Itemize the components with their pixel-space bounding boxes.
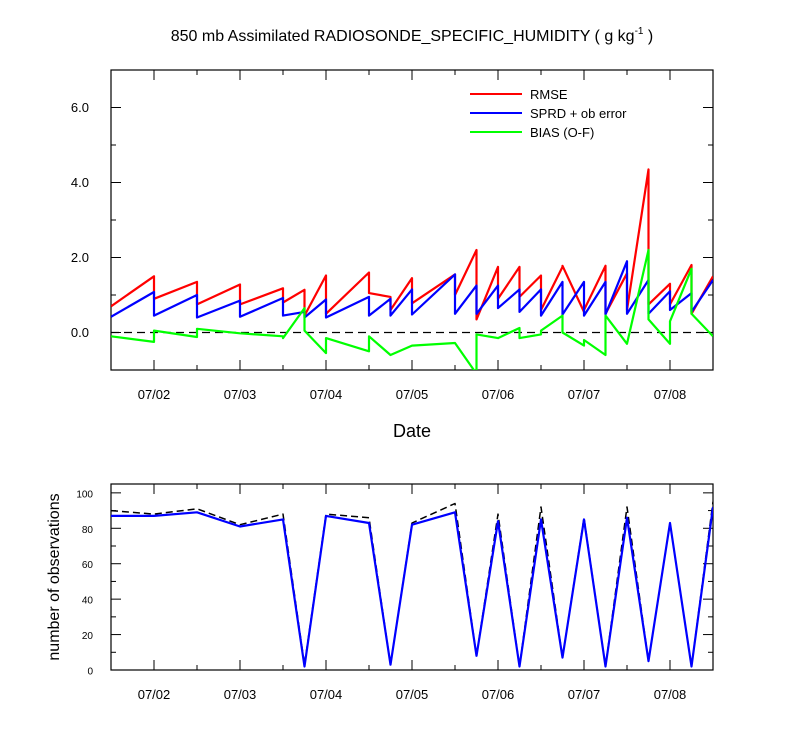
bottom-plot-frame xyxy=(110,483,714,671)
top-series-line-2 xyxy=(111,248,713,370)
top-series-line-1 xyxy=(111,260,713,319)
top-x-tick-label: 07/07 xyxy=(568,387,601,402)
bottom-x-tick-label: 07/05 xyxy=(396,687,429,702)
top-chart-title-tail: ) xyxy=(643,28,653,45)
bottom-chart-ylabel: number of observations xyxy=(46,493,63,660)
bottom-y-tick-label: 80 xyxy=(82,525,94,536)
bottom-y-tick-label: 40 xyxy=(82,596,94,607)
legend-label: RMSE xyxy=(530,87,568,102)
bottom-x-tick-label: 07/02 xyxy=(138,687,171,702)
top-x-tick-label: 07/03 xyxy=(224,387,257,402)
top-y-tick-label: 4.0 xyxy=(71,175,89,190)
top-x-tick-label: 07/05 xyxy=(396,387,429,402)
top-chart-series xyxy=(111,168,713,370)
bottom-y-tick-label: 60 xyxy=(82,560,94,571)
bottom-y-tick-label: 0 xyxy=(87,667,93,678)
bottom-x-tick-label: 07/03 xyxy=(224,687,257,702)
top-chart-axes: 07/02 07/03 07/04 07/05 07/06 07/07 07/08 0.0 2.… xyxy=(71,69,714,402)
bottom-x-tick-label: 07/04 xyxy=(310,687,343,702)
bottom-chart-axes: 07/02 07/03 07/04 07/05 07/06 07/07 07/08 0 20 40… xyxy=(76,483,714,702)
top-chart-title: 850 mb Assimilated RADIOSONDE_SPECIFIC_H… xyxy=(171,26,654,45)
top-chart-xlabel: Date xyxy=(393,421,431,441)
top-x-tick-label: 07/08 xyxy=(654,387,687,402)
top-y-tick-label: 0.0 xyxy=(71,325,89,340)
bottom-x-tick-label: 07/07 xyxy=(568,687,601,702)
top-x-tick-label: 07/02 xyxy=(138,387,171,402)
bottom-x-tick-label: 07/08 xyxy=(654,687,687,702)
bottom-chart-series xyxy=(111,501,713,668)
top-x-tick-label: 07/04 xyxy=(310,387,343,402)
top-chart-title-exponent: -1 xyxy=(635,26,644,37)
bottom-y-tick-label: 20 xyxy=(82,631,94,642)
top-chart-legend: RMSE SPRD + ob error BIAS (O-F) xyxy=(470,87,627,140)
top-y-tick-label: 2.0 xyxy=(71,250,89,265)
bottom-x-tick-label: 07/06 xyxy=(482,687,515,702)
legend-label: BIAS (O-F) xyxy=(530,125,594,140)
top-x-tick-label: 07/06 xyxy=(482,387,515,402)
bottom-y-tick-label: 100 xyxy=(76,489,93,500)
bottom-series-line-1 xyxy=(111,506,713,668)
legend-label: SPRD + ob error xyxy=(530,106,627,121)
top-chart-title-main: 850 mb Assimilated RADIOSONDE_SPECIFIC_H… xyxy=(171,28,635,45)
top-y-tick-label: 6.0 xyxy=(71,100,89,115)
